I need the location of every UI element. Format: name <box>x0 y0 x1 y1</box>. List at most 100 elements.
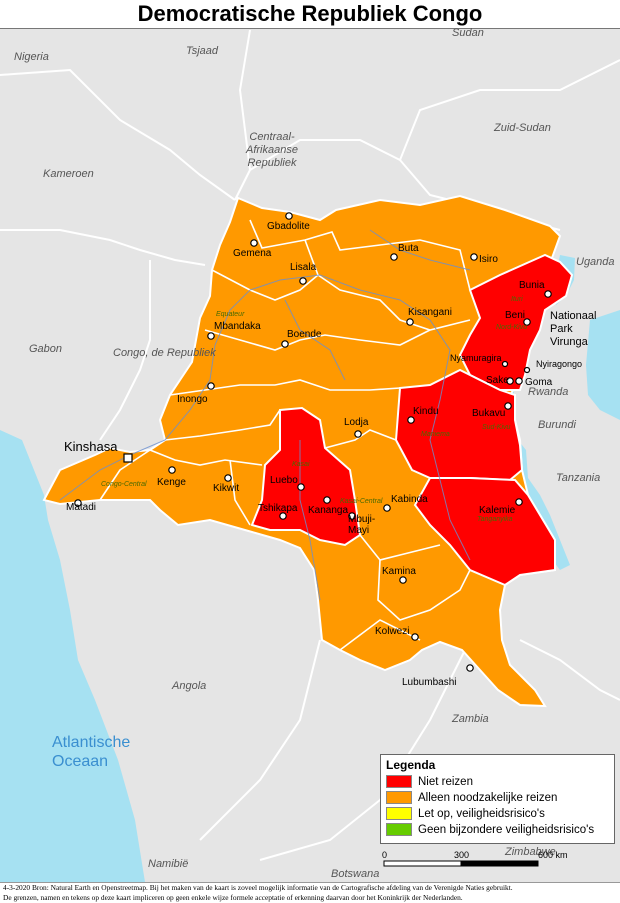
city-label-mbuji-mayi: Mbuji- Mayi <box>348 514 375 536</box>
city-marker-inongo <box>207 382 215 390</box>
country-label-angola: Angola <box>172 680 207 692</box>
city-label-buta: Buta <box>398 243 419 254</box>
city-label-matadi: Matadi <box>66 502 97 513</box>
legend-swatch-orange <box>386 791 412 805</box>
province-label-equateur: Equateur <box>216 311 245 318</box>
country-label-tanzania: Tanzania <box>556 472 601 484</box>
footer-line-1: 4-3-2020 Bron: Natural Earth en Openstre… <box>3 883 513 892</box>
capital-marker-kinshasa <box>123 453 133 463</box>
scale-label-0: 0 <box>382 850 388 860</box>
province-label-kasai: Kasai <box>292 461 310 468</box>
city-marker-kananga <box>323 496 331 504</box>
city-marker-lubumbashi <box>466 664 474 672</box>
legend-item-geen: Geen bijzondere veiligheidsrisico's <box>386 823 594 837</box>
country-label-uganda: Uganda <box>576 256 615 268</box>
legend-label: Geen bijzondere veiligheidsrisico's <box>418 824 595 836</box>
city-label-boende: Boende <box>287 329 322 340</box>
city-marker-mbuji-mayi <box>348 512 356 520</box>
city-marker-kalemie <box>515 498 523 506</box>
province-label-maniema: Maniema <box>421 431 450 438</box>
city-label-isiro: Isiro <box>479 254 498 265</box>
province-label-kongo-central: Congo-Central <box>101 481 147 488</box>
province-label-sud-kivu: Sud-Kivu <box>482 424 511 431</box>
legend-swatch-yellow <box>386 807 412 821</box>
legend-swatch-red <box>386 775 412 789</box>
city-label-kenge: Kenge <box>157 477 186 488</box>
country-label-zambia: Zambia <box>452 713 489 725</box>
province-label-kasai-central: Kasai-Central <box>340 498 383 505</box>
country-label-sudan: Sudan <box>452 27 484 39</box>
country-label-gabon: Gabon <box>29 343 63 355</box>
city-label-kolwezi: Kolwezi <box>375 626 410 637</box>
city-label-tshikapa: Tshikapa <box>258 503 298 514</box>
country-label-car-3: Republiek <box>247 157 297 169</box>
city-label-kabinda: Kabinda <box>391 494 428 505</box>
city-marker-boende <box>281 340 289 348</box>
city-marker-kolwezi <box>411 633 419 641</box>
city-label-lodja: Lodja <box>344 417 369 428</box>
city-label-kananga: Kananga <box>308 505 349 516</box>
city-marker-goma <box>515 377 523 385</box>
country-label-botswana: Botswana <box>331 868 380 880</box>
atlantic-ocean <box>0 430 145 882</box>
country-label-zimbabwe: Zimbabwe <box>505 846 556 858</box>
city-label-kamina: Kamina <box>382 566 416 577</box>
ocean-label-1: Atlantische <box>52 734 131 751</box>
lake-tanganyika <box>515 440 570 570</box>
park-label: Nationaal Park Virunga <box>550 310 596 349</box>
city-marker-sake <box>506 377 514 385</box>
city-label-sake: Sake <box>486 375 509 386</box>
city-marker-lisala <box>299 277 307 285</box>
city-label-mbandaka: Mbandaka <box>214 321 261 332</box>
city-label-mbuji-1: Mbuji- <box>348 514 376 525</box>
province-label-tanganyika: Tanganyika <box>477 516 513 523</box>
legend-label: Alleen noodzakelijke reizen <box>418 792 558 804</box>
country-label-rwanda: Rwanda <box>528 386 569 398</box>
volcano-label-nyamuragira: Nyamuragira <box>450 353 502 363</box>
scale-bar <box>383 860 539 867</box>
country-label-kameroen: Kameroen <box>43 168 94 180</box>
city-marker-kenge <box>168 466 176 474</box>
legend-item-noodzakelijk: Alleen noodzakelijke reizen <box>386 791 557 805</box>
ocean-label-2: Oceaan <box>52 753 109 770</box>
legend: Legenda Niet reizen Alleen noodzakelijke… <box>380 754 615 844</box>
legend-label: Let op, veiligheidsrisico's <box>418 808 545 820</box>
volcano-label-nyiragongo: Nyiragongo <box>536 359 583 369</box>
city-marker-gemena <box>250 239 258 247</box>
park-label-2: Park <box>550 323 573 335</box>
city-marker-gbadolite <box>285 212 293 220</box>
city-marker-beni <box>523 318 531 326</box>
city-label-kikwit: Kikwit <box>213 483 240 494</box>
city-marker-luebo <box>297 483 305 491</box>
city-label-bukavu: Bukavu <box>472 408 506 419</box>
city-label-kalemie: Kalemie <box>479 505 516 516</box>
city-label-lisala: Lisala <box>290 262 317 273</box>
city-markers <box>74 212 552 672</box>
legend-swatch-green <box>386 823 412 837</box>
city-label-gbadolite: Gbadolite <box>267 221 310 232</box>
legend-item-niet-reizen: Niet reizen <box>386 775 473 789</box>
country-label-zuid-sudan: Zuid-Sudan <box>494 122 551 134</box>
city-label-kinshasa: Kinshasa <box>64 439 118 454</box>
city-marker-buta <box>390 253 398 261</box>
city-label-beni: Beni <box>505 310 526 321</box>
country-label-nigeria: Nigeria <box>14 51 49 63</box>
city-marker-bunia <box>544 290 552 298</box>
legend-label: Niet reizen <box>418 776 473 788</box>
city-label-kisangani: Kisangani <box>408 307 452 318</box>
country-label-tsjaad: Tsjaad <box>186 45 219 57</box>
city-label-lubumbashi: Lubumbashi <box>402 677 457 688</box>
city-marker-tshikapa <box>279 512 287 520</box>
footer: 4-3-2020 Bron: Natural Earth en Openstre… <box>0 882 620 903</box>
country-label-namibie: Namibië <box>148 858 189 870</box>
country-label-car-1: Centraal- <box>249 131 295 143</box>
footer-line-2: De grenzen, namen en tekens op deze kaar… <box>3 892 463 902</box>
city-marker-lodja <box>354 430 362 438</box>
region-maniema-sud-kivu <box>394 368 524 482</box>
city-marker-kikwit <box>224 474 232 482</box>
rivers <box>59 229 471 601</box>
city-label-inongo: Inongo <box>177 394 208 405</box>
country-label-burundi: Burundi <box>538 419 576 431</box>
